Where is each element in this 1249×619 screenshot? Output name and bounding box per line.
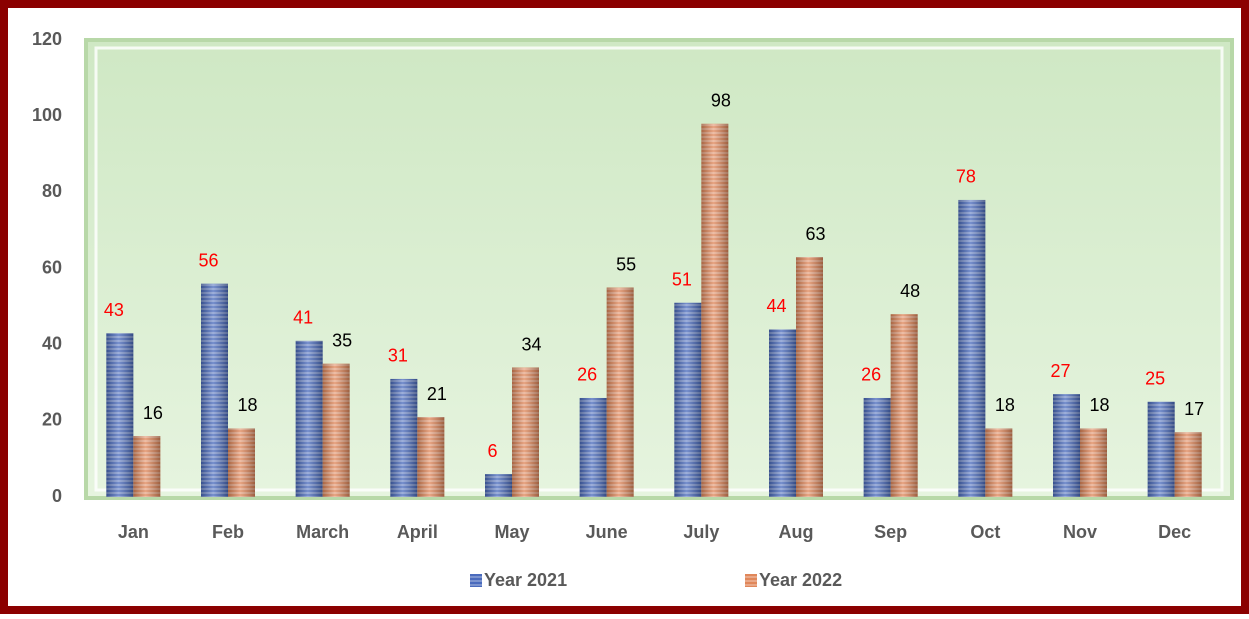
y-tick-label: 80 (42, 181, 62, 201)
y-tick-label: 100 (32, 105, 62, 125)
legend-swatch-stripes (745, 574, 757, 587)
x-tick-label: Oct (970, 522, 1000, 542)
bar-shade (985, 428, 1013, 497)
data-label: 25 (1145, 369, 1165, 389)
bar-shade (512, 367, 539, 497)
x-tick-label: March (296, 522, 349, 542)
plot-area (84, 38, 1234, 500)
data-label: 26 (861, 365, 881, 385)
data-label: 63 (805, 224, 825, 244)
y-tick-label: 60 (42, 257, 62, 277)
x-tick-label: Dec (1158, 522, 1191, 542)
bar-shade (295, 340, 323, 497)
data-label: 98 (711, 91, 731, 111)
bar-shade (228, 428, 255, 497)
data-label: 18 (1089, 395, 1109, 415)
x-tick-label: July (683, 522, 719, 542)
y-tick-label: 20 (42, 410, 62, 430)
data-label: 16 (143, 403, 163, 423)
data-label: 18 (995, 395, 1015, 415)
bar-shade (1053, 394, 1080, 497)
bar-shade (958, 199, 986, 497)
x-tick-label: Jan (118, 522, 149, 542)
data-label: 26 (577, 365, 597, 385)
data-label: 43 (104, 300, 124, 320)
data-label: 18 (237, 395, 257, 415)
data-label: 27 (1050, 361, 1070, 381)
bar-shade (1174, 432, 1202, 497)
plot-bevel (94, 46, 1224, 492)
bar-shade (417, 417, 445, 497)
data-label: 34 (521, 334, 541, 354)
bar-shade (606, 287, 634, 497)
bar-shade (890, 314, 918, 497)
data-label: 51 (672, 270, 692, 290)
x-tick-label: Feb (212, 522, 244, 542)
legend-swatch-stripes (470, 574, 482, 587)
bar-shade (796, 257, 823, 497)
y-tick-label: 0 (52, 486, 62, 506)
x-tick-label: Aug (779, 522, 814, 542)
data-label: 6 (487, 441, 497, 461)
bar-shade (390, 378, 418, 497)
data-label: 35 (332, 330, 352, 350)
bar-shade (674, 302, 702, 497)
data-label: 55 (616, 254, 636, 274)
x-tick-label: Nov (1063, 522, 1097, 542)
bar-shade (201, 283, 228, 497)
data-label: 78 (956, 167, 976, 187)
x-tick-label: June (586, 522, 628, 542)
data-label: 17 (1184, 399, 1204, 419)
x-tick-label: May (494, 522, 529, 542)
bar-shade (1147, 401, 1175, 497)
bar-shade (701, 123, 729, 498)
y-tick-label: 40 (42, 333, 62, 353)
bar-shade (133, 436, 161, 497)
bar-shade (322, 363, 350, 497)
bar-shade (106, 333, 134, 497)
data-label: 56 (198, 250, 218, 270)
data-label: 48 (900, 281, 920, 301)
bar-shade (1080, 428, 1107, 497)
x-tick-label: April (397, 522, 438, 542)
legend-label: Year 2022 (759, 570, 842, 590)
legend-label: Year 2021 (484, 570, 567, 590)
data-label: 21 (427, 384, 447, 404)
data-label: 44 (766, 296, 786, 316)
bar-shade (769, 329, 796, 497)
x-tick-label: Sep (874, 522, 907, 542)
bar-shade (863, 397, 891, 497)
bar-shade (485, 474, 512, 497)
bar-shade (579, 397, 607, 497)
data-label: 31 (388, 346, 408, 366)
y-tick-label: 120 (32, 29, 62, 49)
data-label: 41 (293, 308, 313, 328)
